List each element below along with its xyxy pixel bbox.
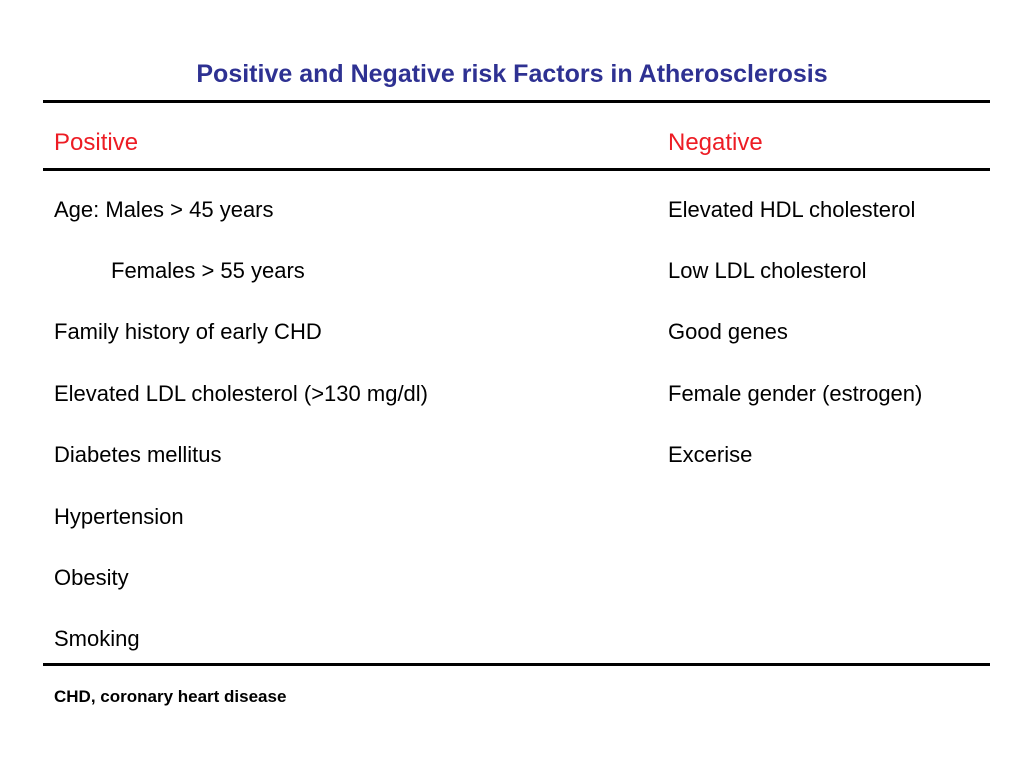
positive-factor-item: Age: Males > 45 years: [54, 197, 274, 222]
table-top-rule: [43, 100, 990, 103]
positive-factor-item: Smoking: [54, 626, 140, 651]
page-title: Positive and Negative risk Factors in At…: [196, 60, 828, 88]
positive-factor-item: Family history of early CHD: [54, 319, 322, 344]
header-divider-rule: [43, 168, 990, 171]
negative-column-header: Negative: [668, 129, 763, 156]
positive-factor-item: Elevated LDL cholesterol (>130 mg/dl): [54, 381, 428, 406]
footnote: CHD, coronary heart disease: [54, 687, 287, 706]
positive-factor-item: Obesity: [54, 565, 129, 590]
positive-factor-item: Females > 55 years: [111, 258, 305, 283]
negative-factor-item: Good genes: [668, 319, 788, 344]
negative-factor-item: Elevated HDL cholesterol: [668, 197, 916, 222]
negative-factor-item: Low LDL cholesterol: [668, 258, 867, 283]
negative-factor-item: Excerise: [668, 442, 753, 467]
positive-column-header: Positive: [54, 129, 139, 156]
negative-factor-item: Female gender (estrogen): [668, 381, 923, 406]
positive-factor-item: Hypertension: [54, 504, 184, 529]
table-bottom-rule: [43, 663, 990, 666]
positive-factor-item: Diabetes mellitus: [54, 442, 222, 467]
